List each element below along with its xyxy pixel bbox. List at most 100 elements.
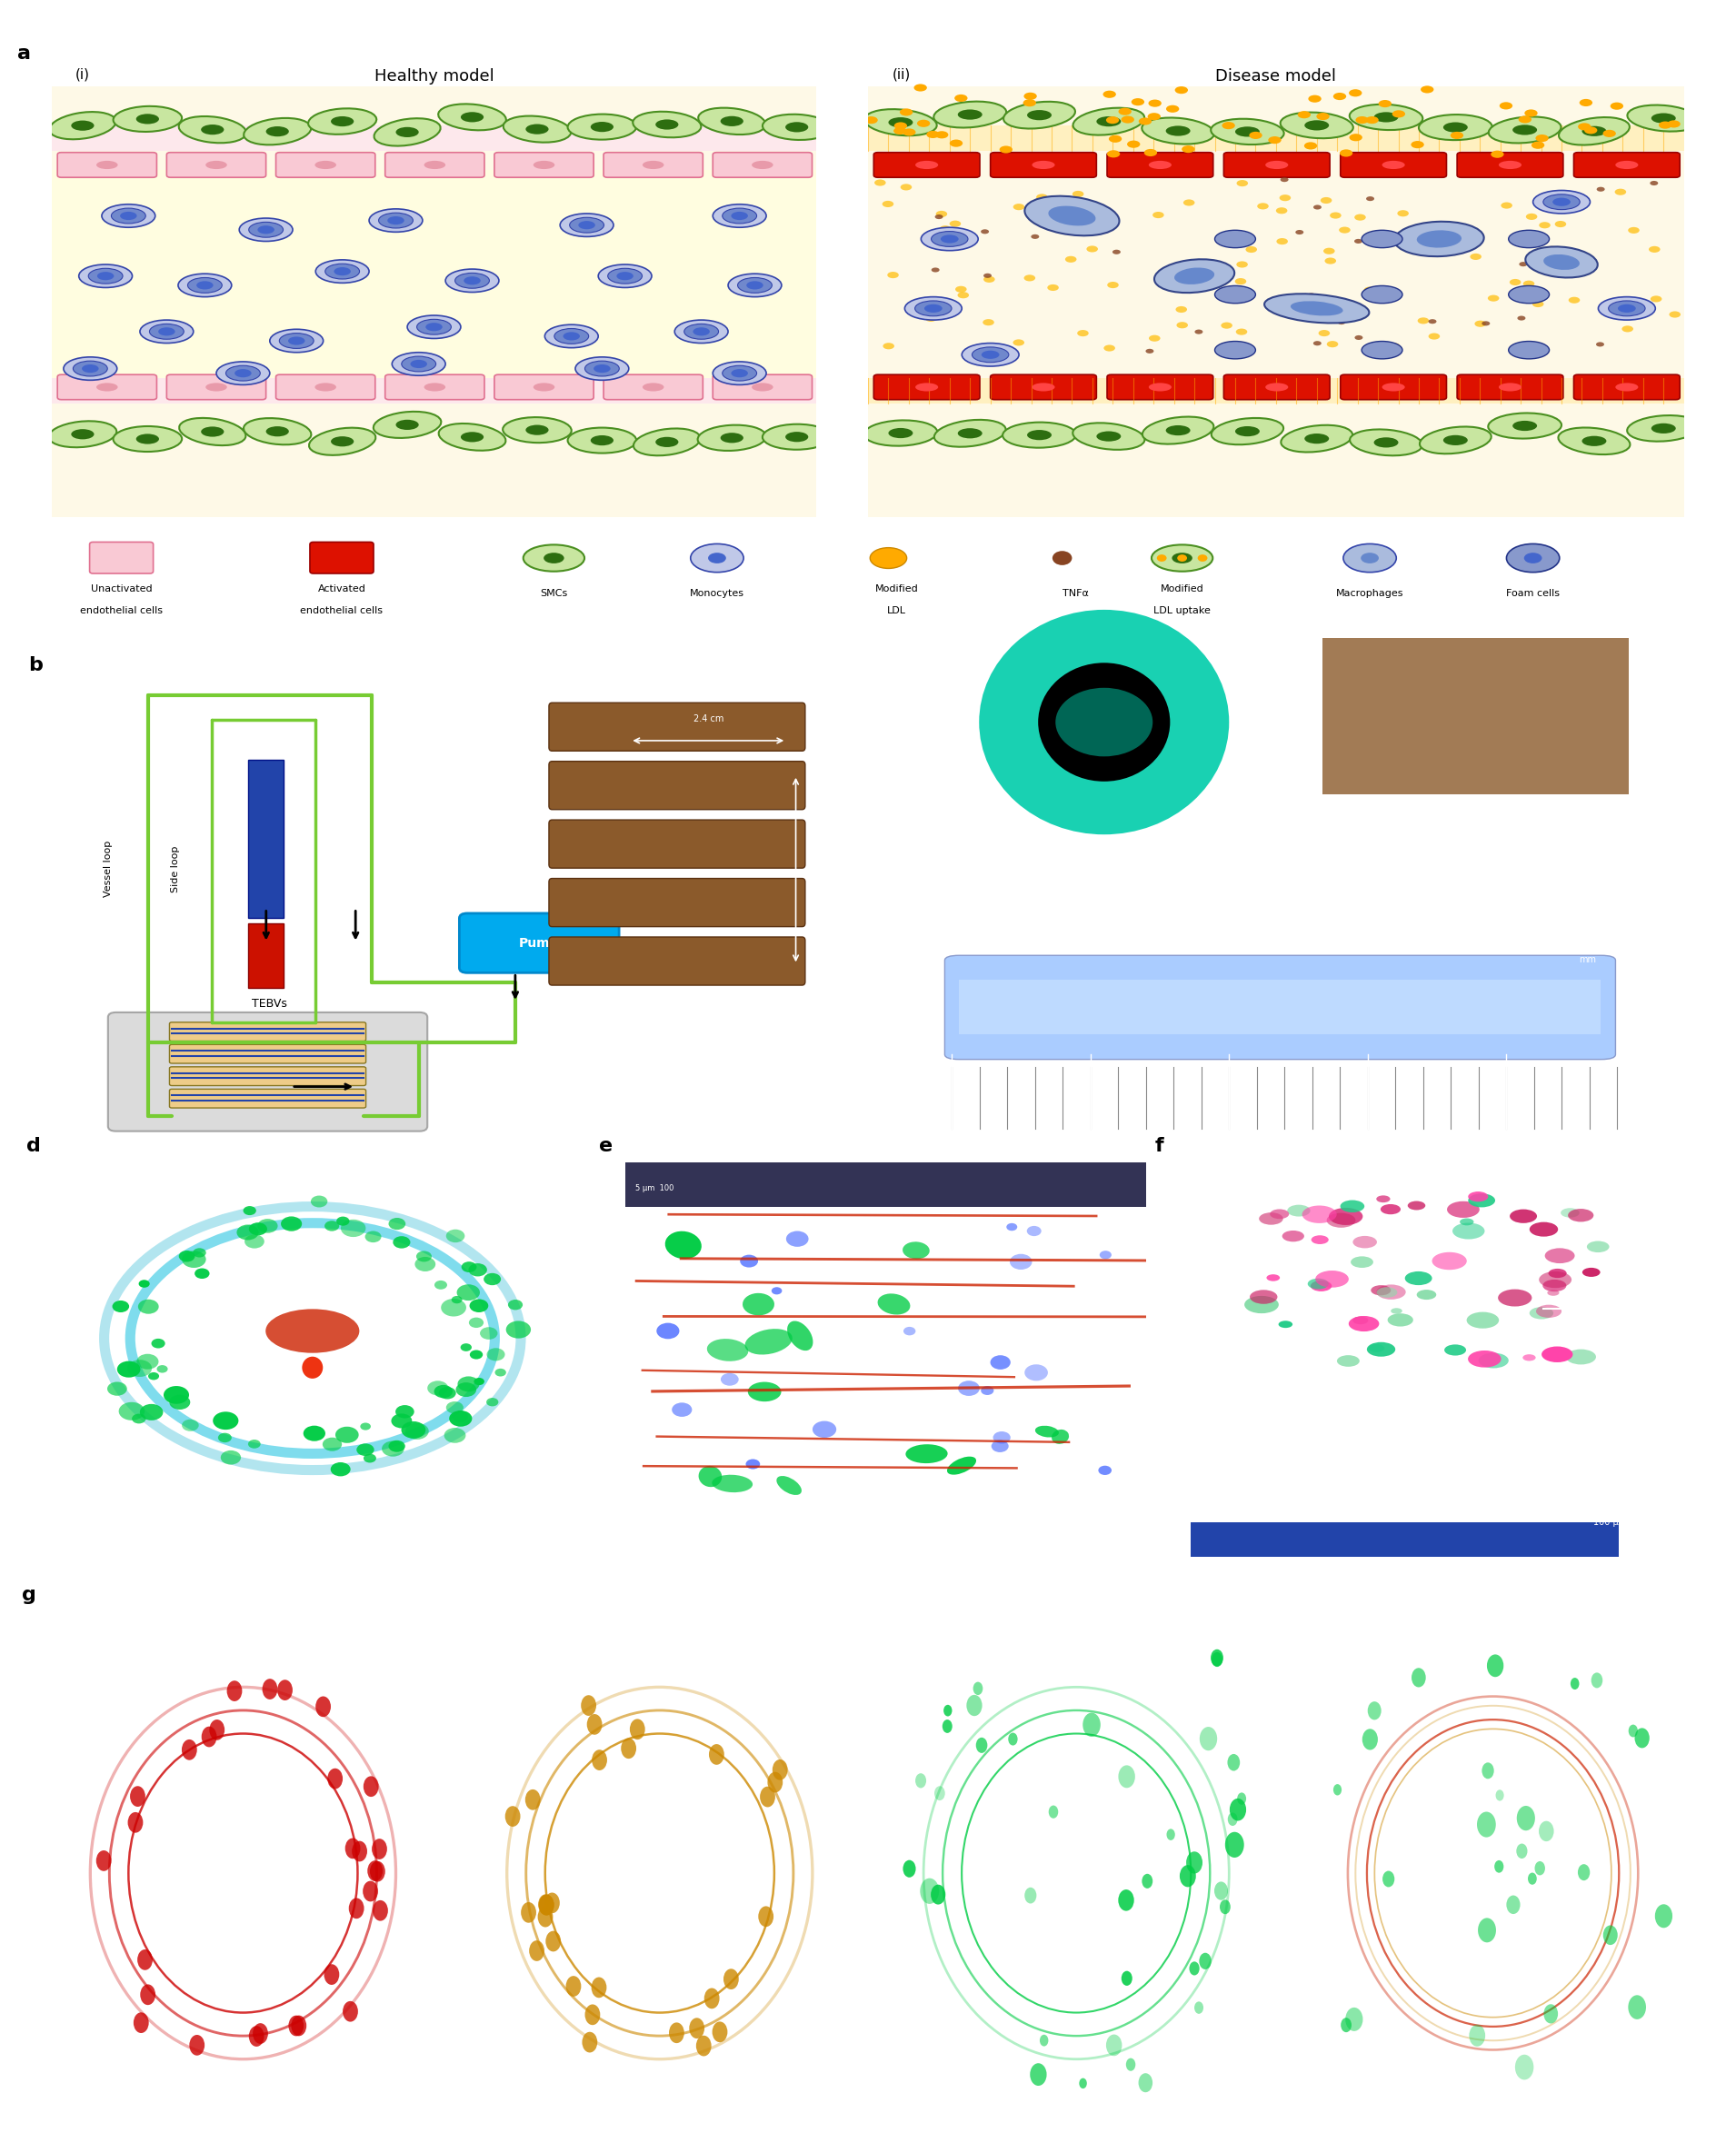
FancyBboxPatch shape: [604, 153, 703, 177]
Ellipse shape: [1373, 112, 1399, 123]
Ellipse shape: [243, 118, 311, 144]
Ellipse shape: [958, 110, 983, 121]
FancyBboxPatch shape: [90, 543, 153, 573]
Ellipse shape: [1391, 1309, 1403, 1313]
Circle shape: [582, 1694, 595, 1716]
FancyBboxPatch shape: [1108, 375, 1213, 400]
Ellipse shape: [1616, 161, 1639, 170]
Circle shape: [95, 1849, 111, 1871]
Circle shape: [1483, 1763, 1495, 1778]
Circle shape: [509, 1300, 523, 1309]
Circle shape: [156, 1365, 168, 1374]
Circle shape: [262, 1679, 278, 1699]
Ellipse shape: [1003, 101, 1075, 129]
Circle shape: [991, 1440, 1009, 1453]
Ellipse shape: [243, 418, 311, 446]
Circle shape: [917, 121, 930, 127]
Circle shape: [457, 1285, 479, 1300]
Circle shape: [1384, 349, 1394, 357]
Circle shape: [903, 129, 915, 136]
Circle shape: [1182, 146, 1194, 153]
Ellipse shape: [1212, 418, 1283, 446]
Circle shape: [1127, 140, 1141, 149]
Circle shape: [1614, 189, 1627, 196]
Circle shape: [1356, 116, 1368, 123]
FancyBboxPatch shape: [1575, 153, 1680, 177]
Ellipse shape: [71, 428, 94, 439]
Circle shape: [248, 1223, 267, 1236]
Circle shape: [189, 2035, 205, 2056]
Circle shape: [1186, 1852, 1203, 1873]
FancyBboxPatch shape: [1224, 153, 1330, 177]
Ellipse shape: [1651, 424, 1675, 433]
Circle shape: [1522, 280, 1535, 286]
Circle shape: [1318, 329, 1330, 336]
Circle shape: [1104, 344, 1115, 351]
Ellipse shape: [1097, 116, 1121, 127]
Circle shape: [404, 1423, 429, 1440]
Circle shape: [1177, 323, 1187, 329]
Ellipse shape: [1340, 1199, 1364, 1212]
Ellipse shape: [1587, 1240, 1609, 1253]
Ellipse shape: [1028, 110, 1052, 121]
Ellipse shape: [691, 545, 743, 573]
Ellipse shape: [64, 357, 116, 381]
Circle shape: [1531, 142, 1545, 149]
Ellipse shape: [533, 383, 556, 392]
Circle shape: [1304, 142, 1318, 149]
Circle shape: [1354, 213, 1366, 220]
Ellipse shape: [1003, 422, 1076, 448]
Ellipse shape: [248, 222, 283, 237]
Ellipse shape: [1552, 198, 1571, 207]
Ellipse shape: [158, 327, 175, 336]
Circle shape: [1026, 1225, 1042, 1236]
Ellipse shape: [543, 553, 564, 564]
Ellipse shape: [503, 418, 571, 444]
Ellipse shape: [575, 357, 628, 381]
Circle shape: [182, 1419, 198, 1432]
Circle shape: [903, 1860, 917, 1877]
Circle shape: [462, 1262, 477, 1272]
Circle shape: [446, 1229, 465, 1242]
Ellipse shape: [1361, 342, 1403, 360]
Circle shape: [179, 1251, 194, 1262]
Circle shape: [1658, 121, 1672, 129]
Ellipse shape: [1073, 422, 1144, 450]
Circle shape: [139, 1300, 158, 1313]
Ellipse shape: [904, 297, 962, 321]
Ellipse shape: [562, 332, 580, 340]
Circle shape: [1024, 1365, 1049, 1380]
Ellipse shape: [1561, 1208, 1580, 1219]
Circle shape: [1040, 2035, 1049, 2045]
Circle shape: [243, 1206, 257, 1214]
FancyBboxPatch shape: [385, 375, 484, 400]
Circle shape: [1167, 1828, 1175, 1841]
Ellipse shape: [1533, 189, 1590, 213]
Circle shape: [981, 228, 990, 235]
Circle shape: [356, 1443, 375, 1455]
Circle shape: [1477, 1918, 1496, 1942]
Ellipse shape: [731, 368, 748, 377]
FancyBboxPatch shape: [170, 1023, 366, 1042]
Circle shape: [1227, 1755, 1240, 1772]
Circle shape: [1519, 116, 1531, 123]
Circle shape: [1366, 196, 1375, 200]
Ellipse shape: [49, 112, 116, 140]
Ellipse shape: [179, 116, 247, 142]
Ellipse shape: [1328, 1208, 1363, 1225]
Ellipse shape: [257, 226, 274, 235]
Circle shape: [1517, 241, 1529, 248]
Ellipse shape: [1283, 1232, 1304, 1242]
Circle shape: [1488, 295, 1500, 301]
Ellipse shape: [930, 230, 969, 248]
FancyBboxPatch shape: [990, 375, 1097, 400]
Ellipse shape: [1443, 123, 1467, 131]
Ellipse shape: [656, 437, 679, 448]
Ellipse shape: [870, 547, 906, 568]
Ellipse shape: [1281, 424, 1352, 452]
Circle shape: [1220, 323, 1233, 329]
Circle shape: [1547, 245, 1557, 252]
Bar: [1191, 1522, 1618, 1557]
Ellipse shape: [1512, 125, 1536, 136]
Ellipse shape: [149, 323, 184, 340]
